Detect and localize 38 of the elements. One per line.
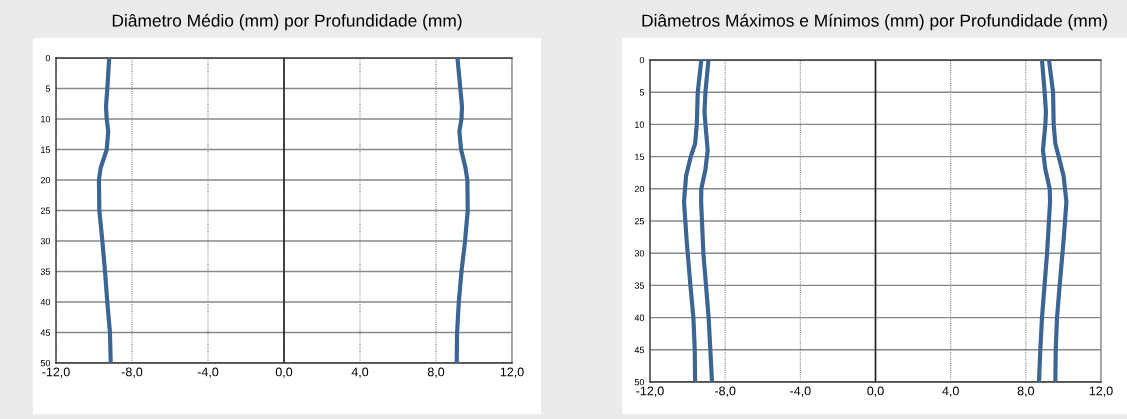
y-tick-label: 25 [634, 217, 645, 225]
x-tick-label: -4,0 [197, 367, 219, 378]
y-tick-label: 20 [40, 176, 51, 184]
x-tick-label: -8,0 [121, 367, 143, 378]
y-tick-label: 5 [639, 89, 645, 96]
x-tick-label: 4,0 [942, 386, 959, 397]
chart-title: Diâmetro Médio (mm) por Profundidade (mm) [112, 13, 462, 31]
y-tick-label: 35 [634, 282, 645, 289]
y-tick-label: 50 [40, 359, 51, 367]
x-tick-label: 12,0 [500, 367, 524, 378]
x-tick-label: 8,0 [1017, 386, 1035, 397]
y-tick-label: 10 [635, 121, 645, 128]
y-tick-label: 50 [634, 378, 645, 386]
y-tick-label: 45 [40, 329, 51, 336]
y-tick-label: 10 [41, 115, 51, 123]
y-tick-label: 40 [634, 314, 645, 321]
x-tick-label: -4,0 [790, 386, 811, 397]
chart-title: Diâmetros Máximos e Mínimos (mm) por Profundidade (mm) [642, 13, 1107, 31]
x-tick-label: 12,0 [1089, 386, 1113, 397]
y-tick-label: 15 [635, 153, 645, 160]
x-tick-label: 8,0 [427, 367, 445, 378]
y-tick-label: 45 [634, 346, 645, 354]
y-tick-label: 30 [40, 237, 51, 245]
y-tick-label: 20 [634, 185, 645, 193]
y-tick-label: 25 [40, 207, 51, 214]
y-tick-label: 0 [45, 54, 51, 62]
y-tick-label: 35 [40, 268, 51, 275]
y-tick-label: 5 [45, 85, 51, 92]
x-tick-label: -12,0 [636, 386, 664, 397]
x-tick-label: 0,0 [275, 367, 293, 378]
x-tick-label: -12,0 [42, 367, 70, 378]
x-tick-label: 0,0 [867, 386, 884, 397]
y-tick-label: 0 [639, 56, 645, 64]
y-tick-label: 30 [634, 250, 645, 257]
y-tick-label: 40 [40, 298, 51, 306]
y-tick-label: 15 [41, 146, 51, 153]
x-tick-label: 4,0 [351, 367, 369, 378]
x-tick-label: -8,0 [714, 386, 736, 397]
